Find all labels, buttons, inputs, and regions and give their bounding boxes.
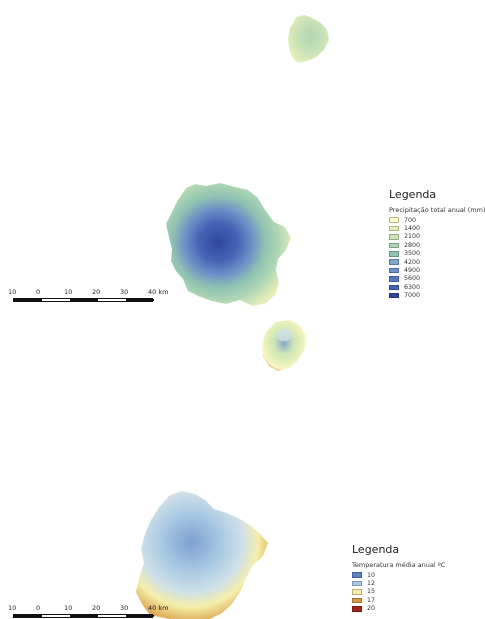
- legend-item: 6300: [389, 283, 485, 291]
- legend-item: 3500: [389, 250, 485, 258]
- scale-label: 10: [64, 604, 73, 612]
- scale-bar-graphic: [13, 614, 154, 618]
- scale-segment: [14, 615, 42, 617]
- legend-item: 20: [352, 605, 445, 613]
- scale-label: 10: [8, 288, 17, 296]
- scale-label: 40 km: [148, 288, 169, 296]
- island-north: [288, 15, 329, 63]
- legend-item: 2800: [389, 241, 485, 249]
- scale-segment: [70, 615, 98, 617]
- legend-item: 5600: [389, 275, 485, 283]
- scale-label: 30: [120, 288, 129, 296]
- legend-swatch: [389, 225, 399, 232]
- legend-label: 700: [404, 216, 417, 224]
- legend-subtitle: Precipitação total anual (mm): [389, 206, 485, 214]
- legend-swatch: [389, 284, 399, 291]
- legend-swatch: [389, 276, 399, 282]
- legend-swatch: [389, 251, 399, 257]
- legend-label: 6300: [404, 283, 421, 291]
- scale-segment: [42, 299, 70, 301]
- legend-items: 700 1400 2100 2800 3500 4200 4900 5600 6300 7000: [389, 216, 485, 300]
- scale-labels: 10 0 10 20 30 40 km: [8, 288, 168, 297]
- legend-swatch: [389, 259, 399, 265]
- legend-label: 4900: [404, 267, 421, 275]
- scale-label: 20: [92, 288, 101, 296]
- legend-label: 2100: [404, 233, 421, 241]
- legend-swatch: [389, 234, 399, 240]
- legend-swatch: [352, 589, 362, 595]
- legend-item: 700: [389, 216, 485, 224]
- legend-subtitle: Temperatura média anual ºC: [352, 561, 446, 569]
- legend-items: 10 12 15 17 20: [352, 571, 445, 613]
- legend-swatch: [352, 572, 362, 578]
- scale-labels: 10 0 10 20 30 40 km: [8, 604, 168, 613]
- legend-label: 17: [367, 596, 376, 604]
- scale-segment: [98, 299, 126, 301]
- temperature-legend: Legenda Temperatura média anual ºC 10 12 1…: [352, 543, 445, 613]
- legend-swatch: [389, 267, 399, 274]
- island-south-precipitation: [262, 320, 306, 371]
- legend-swatch: [352, 606, 362, 612]
- legend-swatch: [352, 580, 362, 587]
- legend-item: 4900: [389, 266, 485, 274]
- legend-label: 2800: [404, 241, 421, 249]
- legend-item: 1400: [389, 224, 485, 232]
- legend-label: 10: [367, 571, 376, 579]
- scale-bar-top: 10 0 10 20 30 40 km: [8, 288, 168, 308]
- legend-item: 2100: [389, 233, 485, 241]
- legend-title: Legenda: [389, 188, 437, 201]
- scale-segment: [98, 615, 126, 617]
- scale-label: 10: [64, 288, 73, 296]
- legend-swatch: [389, 292, 399, 299]
- scale-label: 20: [92, 604, 101, 612]
- legend-swatch: [389, 217, 399, 223]
- scale-label: 0: [36, 288, 41, 296]
- legend-label: 20: [367, 605, 376, 613]
- legend-label: 3500: [404, 250, 421, 258]
- legend-label: 5600: [404, 275, 421, 283]
- island-main-precipitation: [166, 183, 291, 306]
- legend-item: 12: [352, 579, 445, 587]
- scale-segment: [42, 615, 70, 617]
- scale-segment: [126, 615, 154, 617]
- scale-segment: [126, 299, 154, 301]
- scale-label: 0: [36, 604, 41, 612]
- legend-item: 10: [352, 571, 445, 579]
- scale-bar-bottom: 10 0 10 20 30 40 km: [8, 604, 168, 619]
- scale-label: 40 km: [148, 604, 169, 612]
- legend-label: 1400: [404, 225, 421, 233]
- scale-segment: [70, 299, 98, 301]
- legend-label: 12: [367, 580, 376, 588]
- scale-label: 10: [8, 604, 17, 612]
- legend-item: 15: [352, 588, 445, 596]
- island-main-temperature: [136, 491, 268, 619]
- legend-label: 15: [367, 588, 376, 596]
- legend-item: 4200: [389, 258, 485, 266]
- island-south-crater: [276, 329, 292, 341]
- legend-item: 7000: [389, 292, 485, 300]
- legend-title: Legenda: [352, 543, 400, 556]
- legend-label: 4200: [404, 258, 421, 266]
- precipitation-legend: Legenda Precipitação total anual (mm) 70…: [389, 188, 485, 300]
- scale-label: 30: [120, 604, 129, 612]
- scale-bar-graphic: [13, 298, 154, 302]
- legend-item: 17: [352, 596, 445, 604]
- legend-label: 7000: [404, 292, 421, 300]
- scale-segment: [14, 299, 42, 301]
- legend-swatch: [389, 242, 399, 249]
- legend-swatch: [352, 597, 362, 604]
